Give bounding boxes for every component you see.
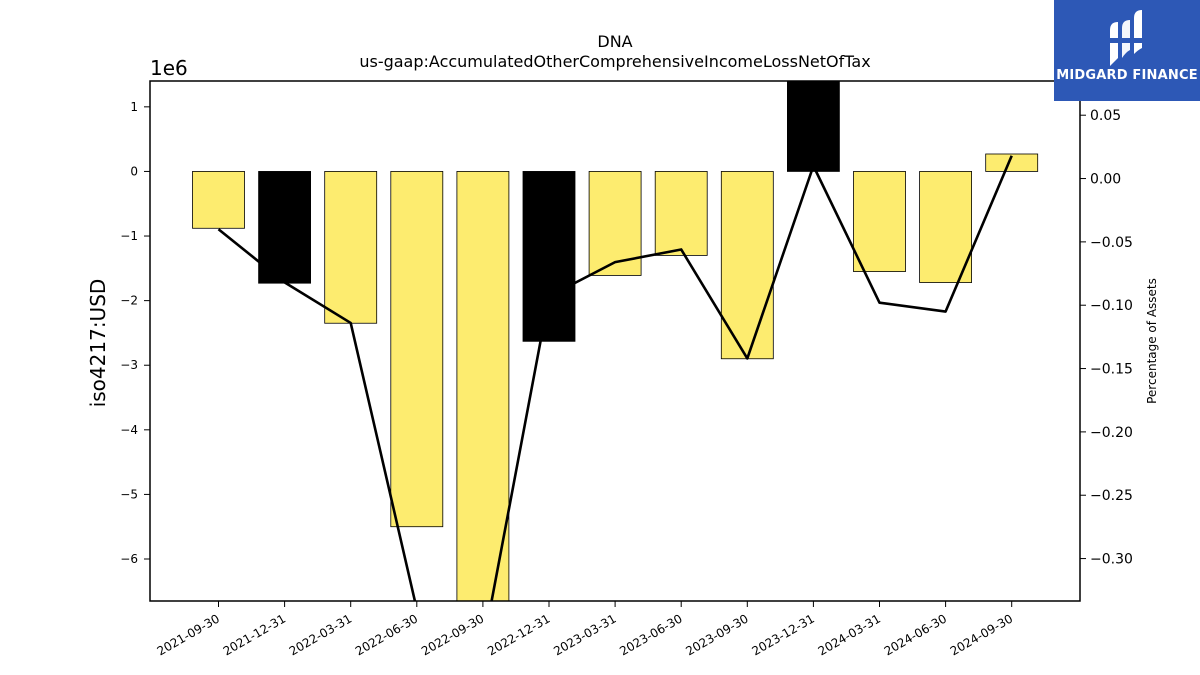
bar-2022-09-30 — [456, 171, 510, 601]
y2-tick-label: −0.15 — [1090, 362, 1133, 378]
y-tick-label: 1 — [130, 100, 138, 114]
bar-2022-03-31 — [324, 171, 378, 324]
x-tick-label: 2023-09-30 — [683, 611, 750, 658]
x-tick-label: 2023-12-31 — [749, 611, 816, 658]
y-tick-label: −3 — [120, 358, 138, 372]
y-tick-label: 0 — [130, 164, 138, 178]
y-tick-label: −1 — [120, 229, 138, 243]
x-tick-label: 2023-03-31 — [551, 611, 618, 658]
percentage-of-assets-line — [217, 155, 1013, 601]
y-tick-label: −4 — [120, 423, 138, 437]
y-axis-exponent: 1e6 — [150, 56, 188, 80]
bar-2021-12-31 — [258, 171, 312, 284]
x-tick-label: 2023-06-30 — [617, 611, 684, 658]
x-tick-label: 2021-12-31 — [221, 611, 288, 658]
plot-frame — [149, 80, 1081, 602]
y2-tick-label: 0.05 — [1090, 108, 1121, 124]
chart-subtitle: us-gaap:AccumulatedOtherComprehensiveInc… — [359, 52, 871, 71]
y2-tick-label: −0.20 — [1090, 425, 1133, 441]
x-tick-label: 2022-12-31 — [485, 611, 552, 658]
y2-tick-label: −0.30 — [1090, 552, 1133, 568]
bar-2024-03-31 — [853, 171, 906, 272]
midgard-logo-icon — [1108, 10, 1146, 66]
bar-2022-12-31 — [522, 171, 576, 342]
x-tick-label: 2022-09-30 — [419, 611, 486, 658]
y2-tick-label: −0.05 — [1090, 235, 1133, 251]
chart-title: DNA — [597, 32, 633, 51]
bar-2022-06-30 — [390, 171, 444, 528]
x-tick-label: 2024-03-31 — [816, 611, 883, 658]
y2-tick-label: 0.00 — [1090, 172, 1121, 188]
bar-2024-09-30 — [985, 153, 1039, 172]
x-tick-label: 2021-09-30 — [155, 611, 222, 658]
y2-tick-label: −0.10 — [1090, 298, 1133, 314]
x-tick-label: 2022-06-30 — [353, 611, 420, 658]
chart-title-block: DNA us-gaap:AccumulatedOtherComprehensiv… — [150, 32, 1080, 72]
x-tick-label: 2024-06-30 — [882, 611, 949, 658]
bar-2023-06-30 — [654, 171, 708, 256]
y-axis-label: iso4217:USD — [86, 278, 110, 408]
logo-text: MIDGARD FINANCE — [1056, 68, 1198, 83]
y2-axis-label: Percentage of Assets — [1145, 278, 1159, 404]
y-tick-label: −5 — [120, 487, 138, 501]
x-tick-label: 2024-09-30 — [948, 611, 1015, 658]
y2-tick-label: −0.25 — [1090, 488, 1133, 504]
midgard-finance-logo: MIDGARD FINANCE — [1054, 0, 1200, 101]
y-tick-label: −6 — [120, 552, 138, 566]
bar-2023-12-31 — [787, 81, 840, 172]
y-tick-label: −2 — [120, 294, 138, 308]
bar-2024-06-30 — [919, 171, 972, 283]
x-tick-label: 2022-03-31 — [287, 611, 354, 658]
bar-2021-09-30 — [192, 171, 245, 229]
